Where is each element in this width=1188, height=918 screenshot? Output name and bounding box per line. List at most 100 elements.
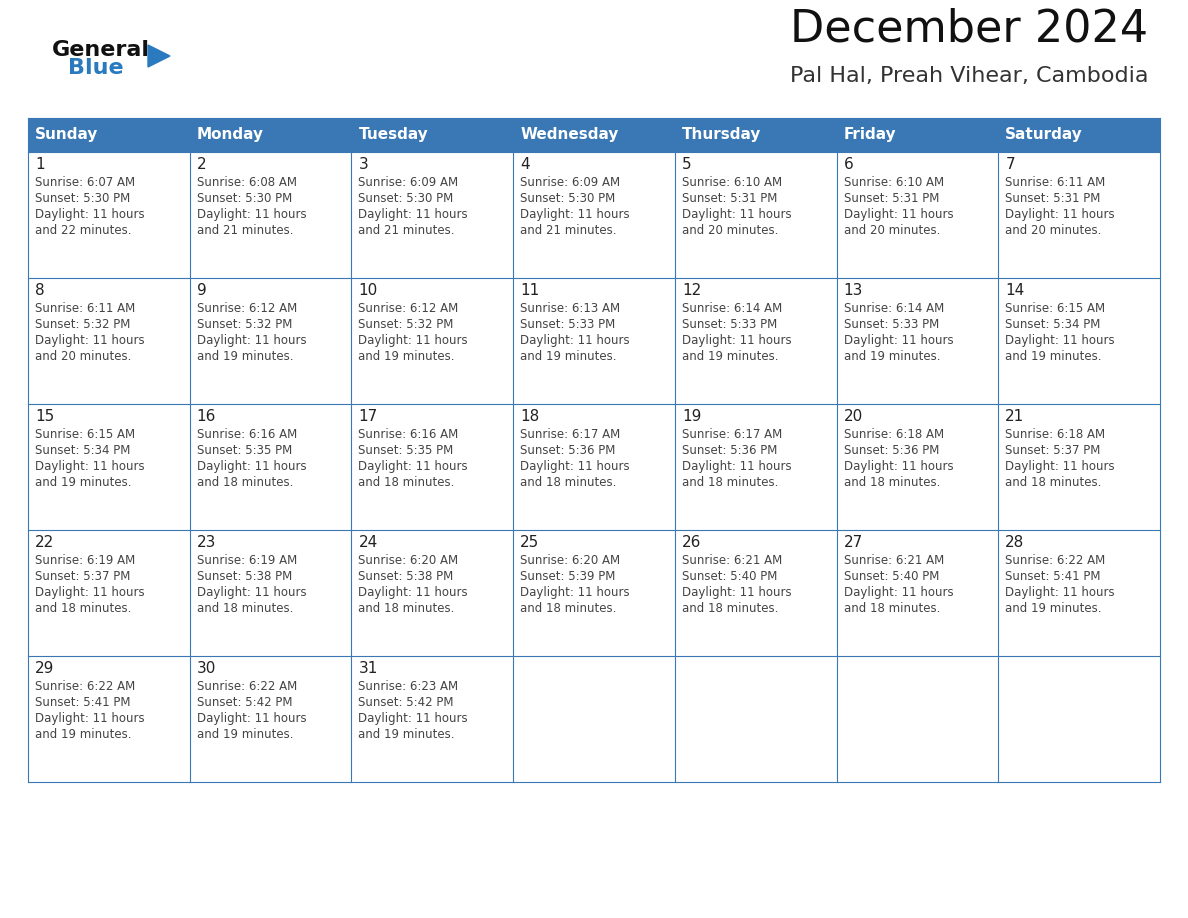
Text: and 22 minutes.: and 22 minutes. [34,224,132,237]
Text: 27: 27 [843,535,862,550]
Text: 25: 25 [520,535,539,550]
Bar [998,404,1159,530]
Text: Daylight: 11 hours: Daylight: 11 hours [359,460,468,473]
Text: Sunrise: 6:10 AM: Sunrise: 6:10 AM [682,176,782,189]
Bar [190,656,352,782]
Text: Sunset: 5:42 PM: Sunset: 5:42 PM [197,696,292,709]
Text: Thursday: Thursday [682,128,762,142]
Text: and 18 minutes.: and 18 minutes. [359,602,455,615]
Text: Sunset: 5:40 PM: Sunset: 5:40 PM [682,570,777,583]
Text: and 20 minutes.: and 20 minutes. [843,224,940,237]
Text: Sunrise: 6:09 AM: Sunrise: 6:09 AM [520,176,620,189]
Text: Daylight: 11 hours: Daylight: 11 hours [520,460,630,473]
Text: Sunrise: 6:11 AM: Sunrise: 6:11 AM [1005,176,1106,189]
Text: Sunrise: 6:12 AM: Sunrise: 6:12 AM [197,302,297,315]
Text: Daylight: 11 hours: Daylight: 11 hours [359,334,468,347]
Text: Sunrise: 6:13 AM: Sunrise: 6:13 AM [520,302,620,315]
Text: Sunset: 5:35 PM: Sunset: 5:35 PM [197,444,292,457]
Text: 11: 11 [520,283,539,298]
Text: Sunrise: 6:08 AM: Sunrise: 6:08 AM [197,176,297,189]
Text: and 19 minutes.: and 19 minutes. [34,728,132,741]
Bar [836,152,998,278]
Text: Daylight: 11 hours: Daylight: 11 hours [520,208,630,221]
Bar [190,530,352,656]
Text: and 18 minutes.: and 18 minutes. [34,602,132,615]
Bar [513,530,675,656]
Text: and 18 minutes.: and 18 minutes. [682,476,778,489]
Text: Sunset: 5:33 PM: Sunset: 5:33 PM [682,318,777,331]
Text: Saturday: Saturday [1005,128,1083,142]
Text: Sunrise: 6:14 AM: Sunrise: 6:14 AM [682,302,782,315]
Bar [352,656,513,782]
Text: Daylight: 11 hours: Daylight: 11 hours [1005,460,1114,473]
Text: and 18 minutes.: and 18 minutes. [520,476,617,489]
Text: Sunset: 5:30 PM: Sunset: 5:30 PM [359,192,454,205]
Text: General: General [52,40,150,60]
Text: Daylight: 11 hours: Daylight: 11 hours [843,208,953,221]
Bar [675,656,836,782]
Text: Sunset: 5:30 PM: Sunset: 5:30 PM [197,192,292,205]
Text: 31: 31 [359,661,378,676]
Text: and 21 minutes.: and 21 minutes. [520,224,617,237]
Text: Sunset: 5:38 PM: Sunset: 5:38 PM [359,570,454,583]
Text: Tuesday: Tuesday [359,128,428,142]
Text: Wednesday: Wednesday [520,128,619,142]
Text: and 19 minutes.: and 19 minutes. [197,728,293,741]
Text: Sunrise: 6:22 AM: Sunrise: 6:22 AM [197,680,297,693]
Bar [675,530,836,656]
Bar [29,530,190,656]
Bar [998,152,1159,278]
Bar [836,278,998,404]
Text: Sunrise: 6:09 AM: Sunrise: 6:09 AM [359,176,459,189]
Text: 6: 6 [843,157,853,172]
Text: Sunrise: 6:18 AM: Sunrise: 6:18 AM [843,428,943,441]
Text: Sunset: 5:36 PM: Sunset: 5:36 PM [682,444,777,457]
Text: Sunset: 5:37 PM: Sunset: 5:37 PM [1005,444,1100,457]
Text: Sunrise: 6:19 AM: Sunrise: 6:19 AM [197,554,297,567]
Text: Sunrise: 6:22 AM: Sunrise: 6:22 AM [34,680,135,693]
Bar [513,656,675,782]
Text: 9: 9 [197,283,207,298]
Text: 26: 26 [682,535,701,550]
Text: and 21 minutes.: and 21 minutes. [359,224,455,237]
Text: Sunrise: 6:11 AM: Sunrise: 6:11 AM [34,302,135,315]
Text: and 20 minutes.: and 20 minutes. [34,350,132,363]
Bar [513,404,675,530]
Text: 2: 2 [197,157,207,172]
Bar [29,152,190,278]
Text: and 19 minutes.: and 19 minutes. [843,350,940,363]
Text: Daylight: 11 hours: Daylight: 11 hours [359,208,468,221]
Bar [836,118,998,152]
Text: 16: 16 [197,409,216,424]
Text: and 18 minutes.: and 18 minutes. [197,602,293,615]
Text: 17: 17 [359,409,378,424]
Text: Daylight: 11 hours: Daylight: 11 hours [197,712,307,725]
Text: and 19 minutes.: and 19 minutes. [520,350,617,363]
Text: 19: 19 [682,409,701,424]
Text: Sunset: 5:31 PM: Sunset: 5:31 PM [843,192,939,205]
Text: Sunrise: 6:20 AM: Sunrise: 6:20 AM [359,554,459,567]
Bar [675,118,836,152]
Text: 3: 3 [359,157,368,172]
Text: 5: 5 [682,157,691,172]
Bar [675,278,836,404]
Text: Sunset: 5:34 PM: Sunset: 5:34 PM [34,444,131,457]
Bar [675,152,836,278]
Text: and 20 minutes.: and 20 minutes. [1005,224,1101,237]
Text: and 18 minutes.: and 18 minutes. [843,476,940,489]
Text: Friday: Friday [843,128,896,142]
Text: Daylight: 11 hours: Daylight: 11 hours [682,208,791,221]
Text: 24: 24 [359,535,378,550]
Text: Daylight: 11 hours: Daylight: 11 hours [197,208,307,221]
Text: Daylight: 11 hours: Daylight: 11 hours [1005,586,1114,599]
Text: Sunset: 5:33 PM: Sunset: 5:33 PM [843,318,939,331]
Text: Sunset: 5:31 PM: Sunset: 5:31 PM [682,192,777,205]
Text: Daylight: 11 hours: Daylight: 11 hours [34,712,145,725]
Text: Sunset: 5:33 PM: Sunset: 5:33 PM [520,318,615,331]
Text: Sunset: 5:41 PM: Sunset: 5:41 PM [1005,570,1101,583]
Text: Sunrise: 6:14 AM: Sunrise: 6:14 AM [843,302,943,315]
Text: Sunrise: 6:16 AM: Sunrise: 6:16 AM [197,428,297,441]
Text: 12: 12 [682,283,701,298]
Text: Daylight: 11 hours: Daylight: 11 hours [359,586,468,599]
Text: Sunrise: 6:18 AM: Sunrise: 6:18 AM [1005,428,1105,441]
